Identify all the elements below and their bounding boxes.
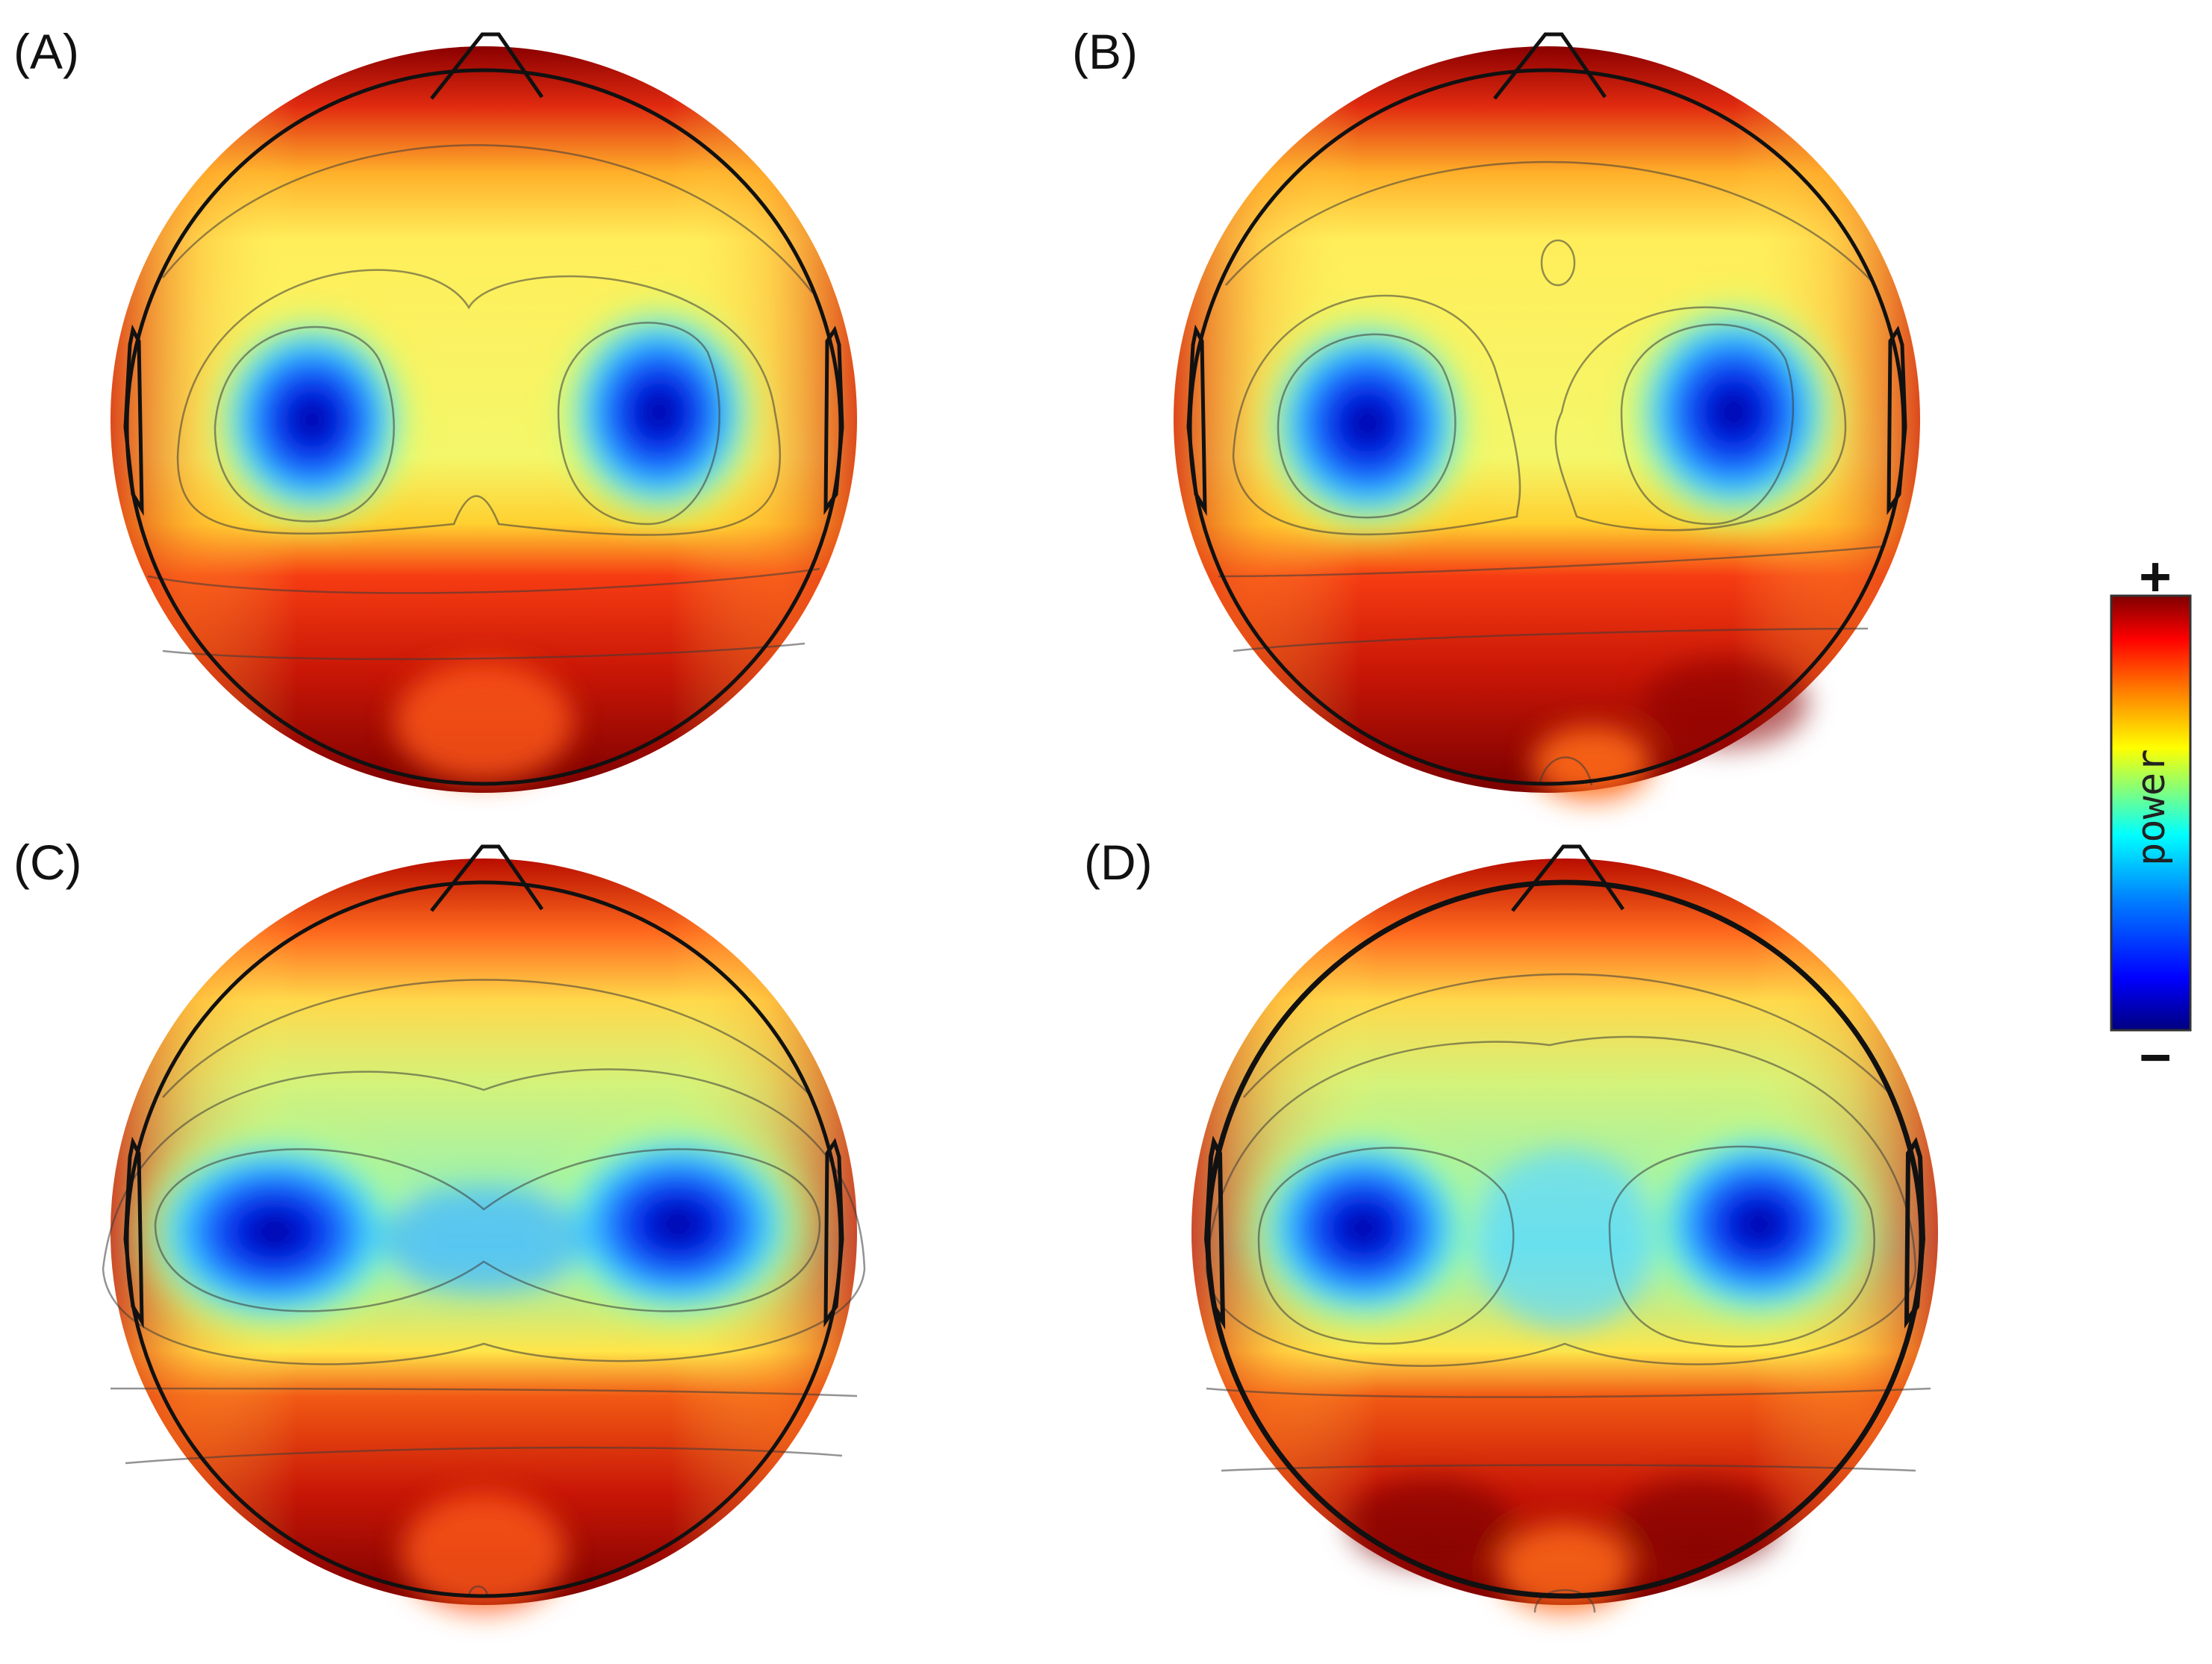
panel-label-d: (D): [1084, 835, 1153, 890]
panel-label-c: (C): [13, 835, 82, 890]
topomap-a: [110, 32, 857, 793]
head-nose: [430, 32, 544, 100]
colorbar: [2110, 594, 2192, 1032]
topomap-d: [1191, 844, 1938, 1613]
colorbar-min-label: −: [2140, 1026, 2172, 1087]
right-ear: [823, 325, 844, 516]
left-ear: [123, 324, 144, 517]
panel-label-a: (A): [13, 24, 79, 79]
topomap-b: [1174, 32, 1920, 800]
colorbar-title: power: [2129, 749, 2174, 866]
colorbar-max-label: +: [2140, 545, 2172, 606]
panel-label-b: (B): [1072, 24, 1138, 79]
topomap-c: [102, 844, 866, 1612]
